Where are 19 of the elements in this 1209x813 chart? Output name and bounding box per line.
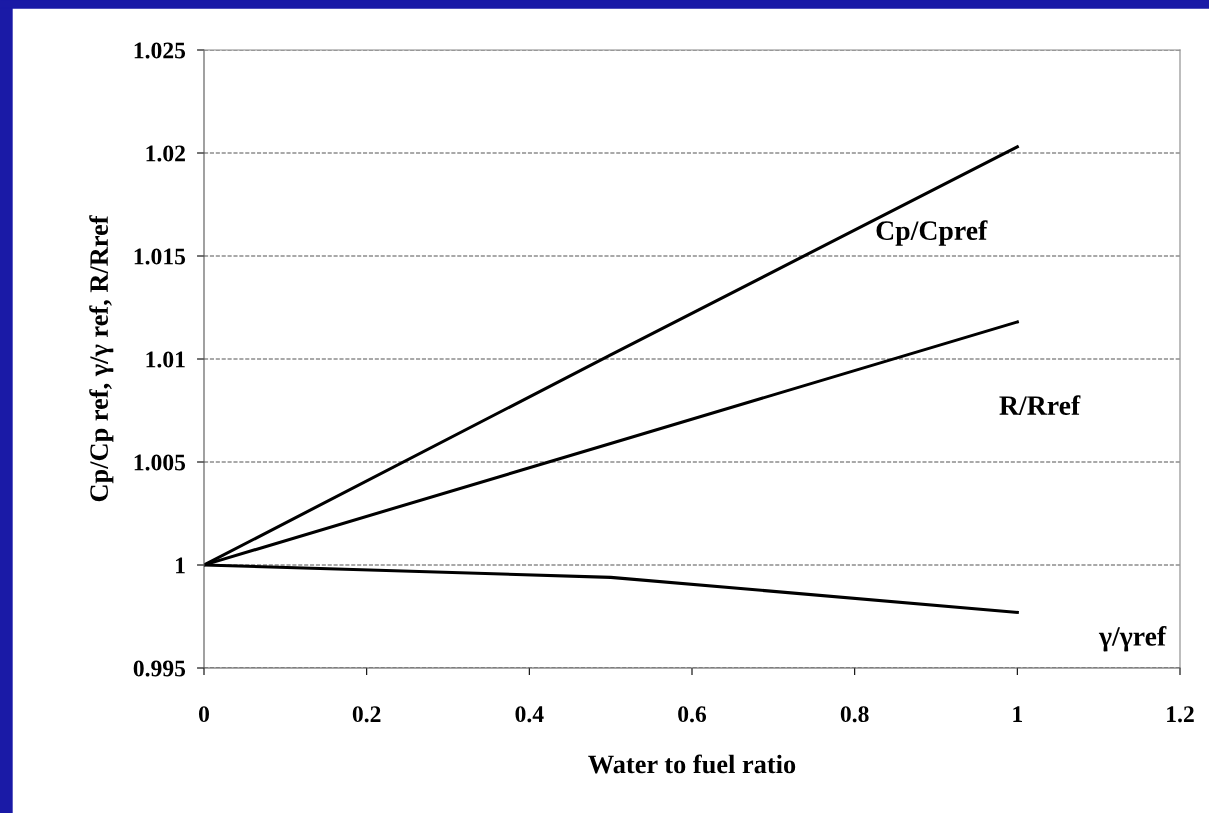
y-tick-label: 1.005 <box>134 454 186 471</box>
x-tick-label: 0 <box>199 706 209 723</box>
text: γ/γref <box>1098 626 1167 652</box>
x-tick-label: 0.8 <box>840 706 869 723</box>
y-tick-label: 1.015 <box>134 248 186 265</box>
x-tick-label: 0.2 <box>352 706 381 723</box>
x-axis-title: Water to fuel ratio <box>588 754 796 774</box>
x-tick-label: 0.6 <box>678 706 707 723</box>
x-tick-label: 0.4 <box>515 706 544 723</box>
y-tick-label: 1 <box>176 557 185 574</box>
y-axis-title: Cp/Cp ref, γ/γ ref, R/Rref <box>89 215 114 502</box>
y-tick-label: 1.02 <box>146 145 185 162</box>
x-tick-label: 1.2 <box>1167 706 1194 723</box>
series-label: Cp/Cpref <box>876 220 988 246</box>
y-tick-label: 1.025 <box>134 42 186 59</box>
y-tick-label: 1.01 <box>146 351 185 368</box>
text: R/Rref <box>999 395 1081 415</box>
x-tick-label: 1 <box>1013 706 1023 722</box>
y-tick-label: 0.995 <box>133 660 186 677</box>
